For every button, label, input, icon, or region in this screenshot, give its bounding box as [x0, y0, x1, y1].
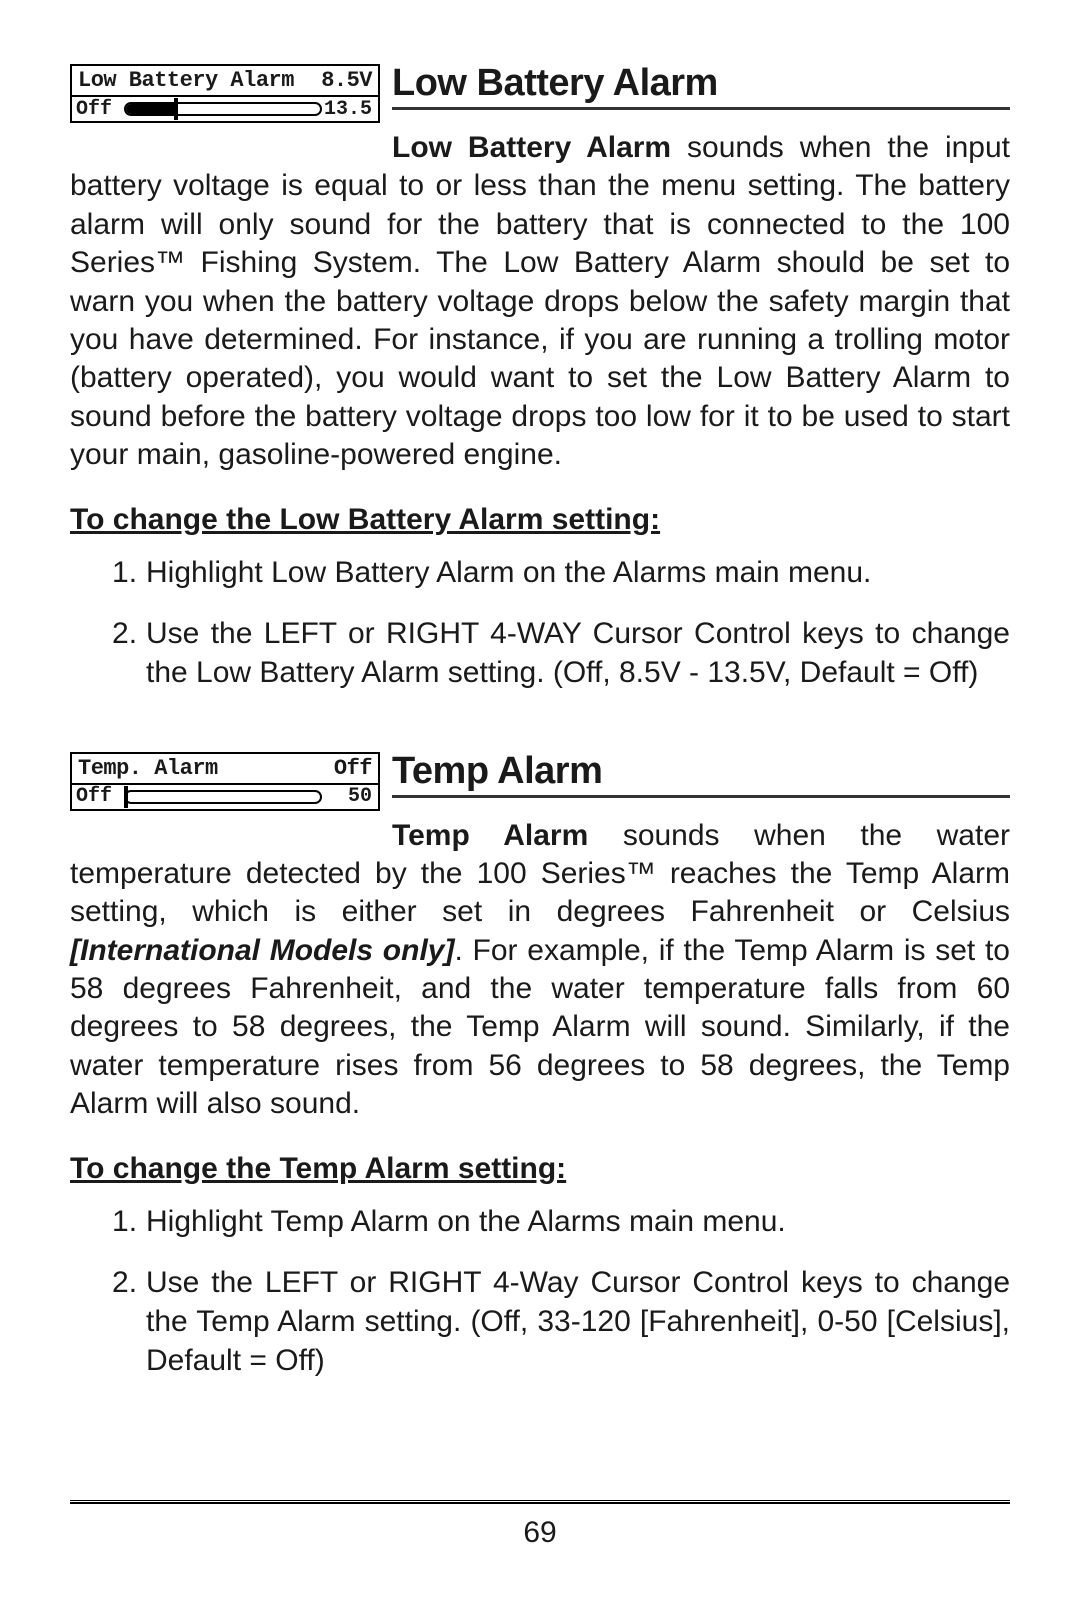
- slider-max-label: 50: [348, 785, 372, 809]
- section-header-row: Temp. Alarm Off Off 50 Temp Alarm: [70, 748, 1010, 811]
- menu-widget-row2: Off 50: [70, 785, 380, 811]
- menu-widget-temp: Temp. Alarm Off Off 50: [70, 752, 380, 811]
- menu-widget-row2: Off 13.5: [70, 97, 380, 123]
- menu-value: Off: [334, 756, 372, 781]
- menu-label: Low Battery Alarm: [78, 68, 294, 93]
- menu-widget-row1: Low Battery Alarm 8.5V: [70, 64, 380, 97]
- instruction-step: Highlight Low Battery Alarm on the Alarm…: [112, 553, 1010, 592]
- instructions-list: Highlight Low Battery Alarm on the Alarm…: [70, 553, 1010, 692]
- section-low-battery: Low Battery Alarm 8.5V Off 13.5 Low Batt…: [70, 60, 1010, 692]
- intl-note: [International Models only]: [70, 934, 454, 967]
- slider-track: [124, 790, 322, 804]
- menu-widget-row1: Temp. Alarm Off: [70, 752, 380, 785]
- section-title: Low Battery Alarm: [392, 62, 1010, 110]
- slider-thumb: [124, 786, 128, 808]
- instructions-heading: To change the Low Battery Alarm setting:: [70, 503, 1010, 537]
- lead-term: Temp Alarm: [392, 819, 588, 852]
- section-body: Low Battery Alarm sounds when the input …: [70, 129, 1010, 475]
- slider-thumb: [174, 98, 178, 120]
- slider-min-label: Off: [70, 97, 116, 121]
- menu-value: 8.5V: [321, 68, 372, 93]
- slider-min-label: Off: [70, 785, 116, 809]
- section-body: Temp Alarm sounds when the water tempera…: [70, 817, 1010, 1124]
- instructions-heading: To change the Temp Alarm setting:: [70, 1152, 1010, 1186]
- menu-widget-low-battery: Low Battery Alarm 8.5V Off 13.5: [70, 64, 380, 123]
- page-footer: 69: [70, 1500, 1010, 1550]
- instruction-step: Highlight Temp Alarm on the Alarms main …: [112, 1202, 1010, 1241]
- menu-label: Temp. Alarm: [78, 756, 218, 781]
- lead-term: Low Battery Alarm: [392, 131, 671, 164]
- slider-track: [124, 102, 322, 116]
- section-temp-alarm: Temp. Alarm Off Off 50 Temp Alarm Temp A…: [70, 748, 1010, 1380]
- footer-rule: [70, 1500, 1010, 1504]
- instruction-step: Use the LEFT or RIGHT 4-Way Cursor Contr…: [112, 1263, 1010, 1380]
- page-number: 69: [70, 1516, 1010, 1550]
- instruction-step: Use the LEFT or RIGHT 4-WAY Cursor Contr…: [112, 614, 1010, 692]
- body-span: voltage is equal to or less than the men…: [70, 169, 1010, 471]
- section-header-row: Low Battery Alarm 8.5V Off 13.5 Low Batt…: [70, 60, 1010, 123]
- instructions-list: Highlight Temp Alarm on the Alarms main …: [70, 1202, 1010, 1380]
- slider-fill: [126, 104, 176, 114]
- slider-max-label: 13.5: [324, 97, 372, 121]
- section-title: Temp Alarm: [392, 750, 1010, 798]
